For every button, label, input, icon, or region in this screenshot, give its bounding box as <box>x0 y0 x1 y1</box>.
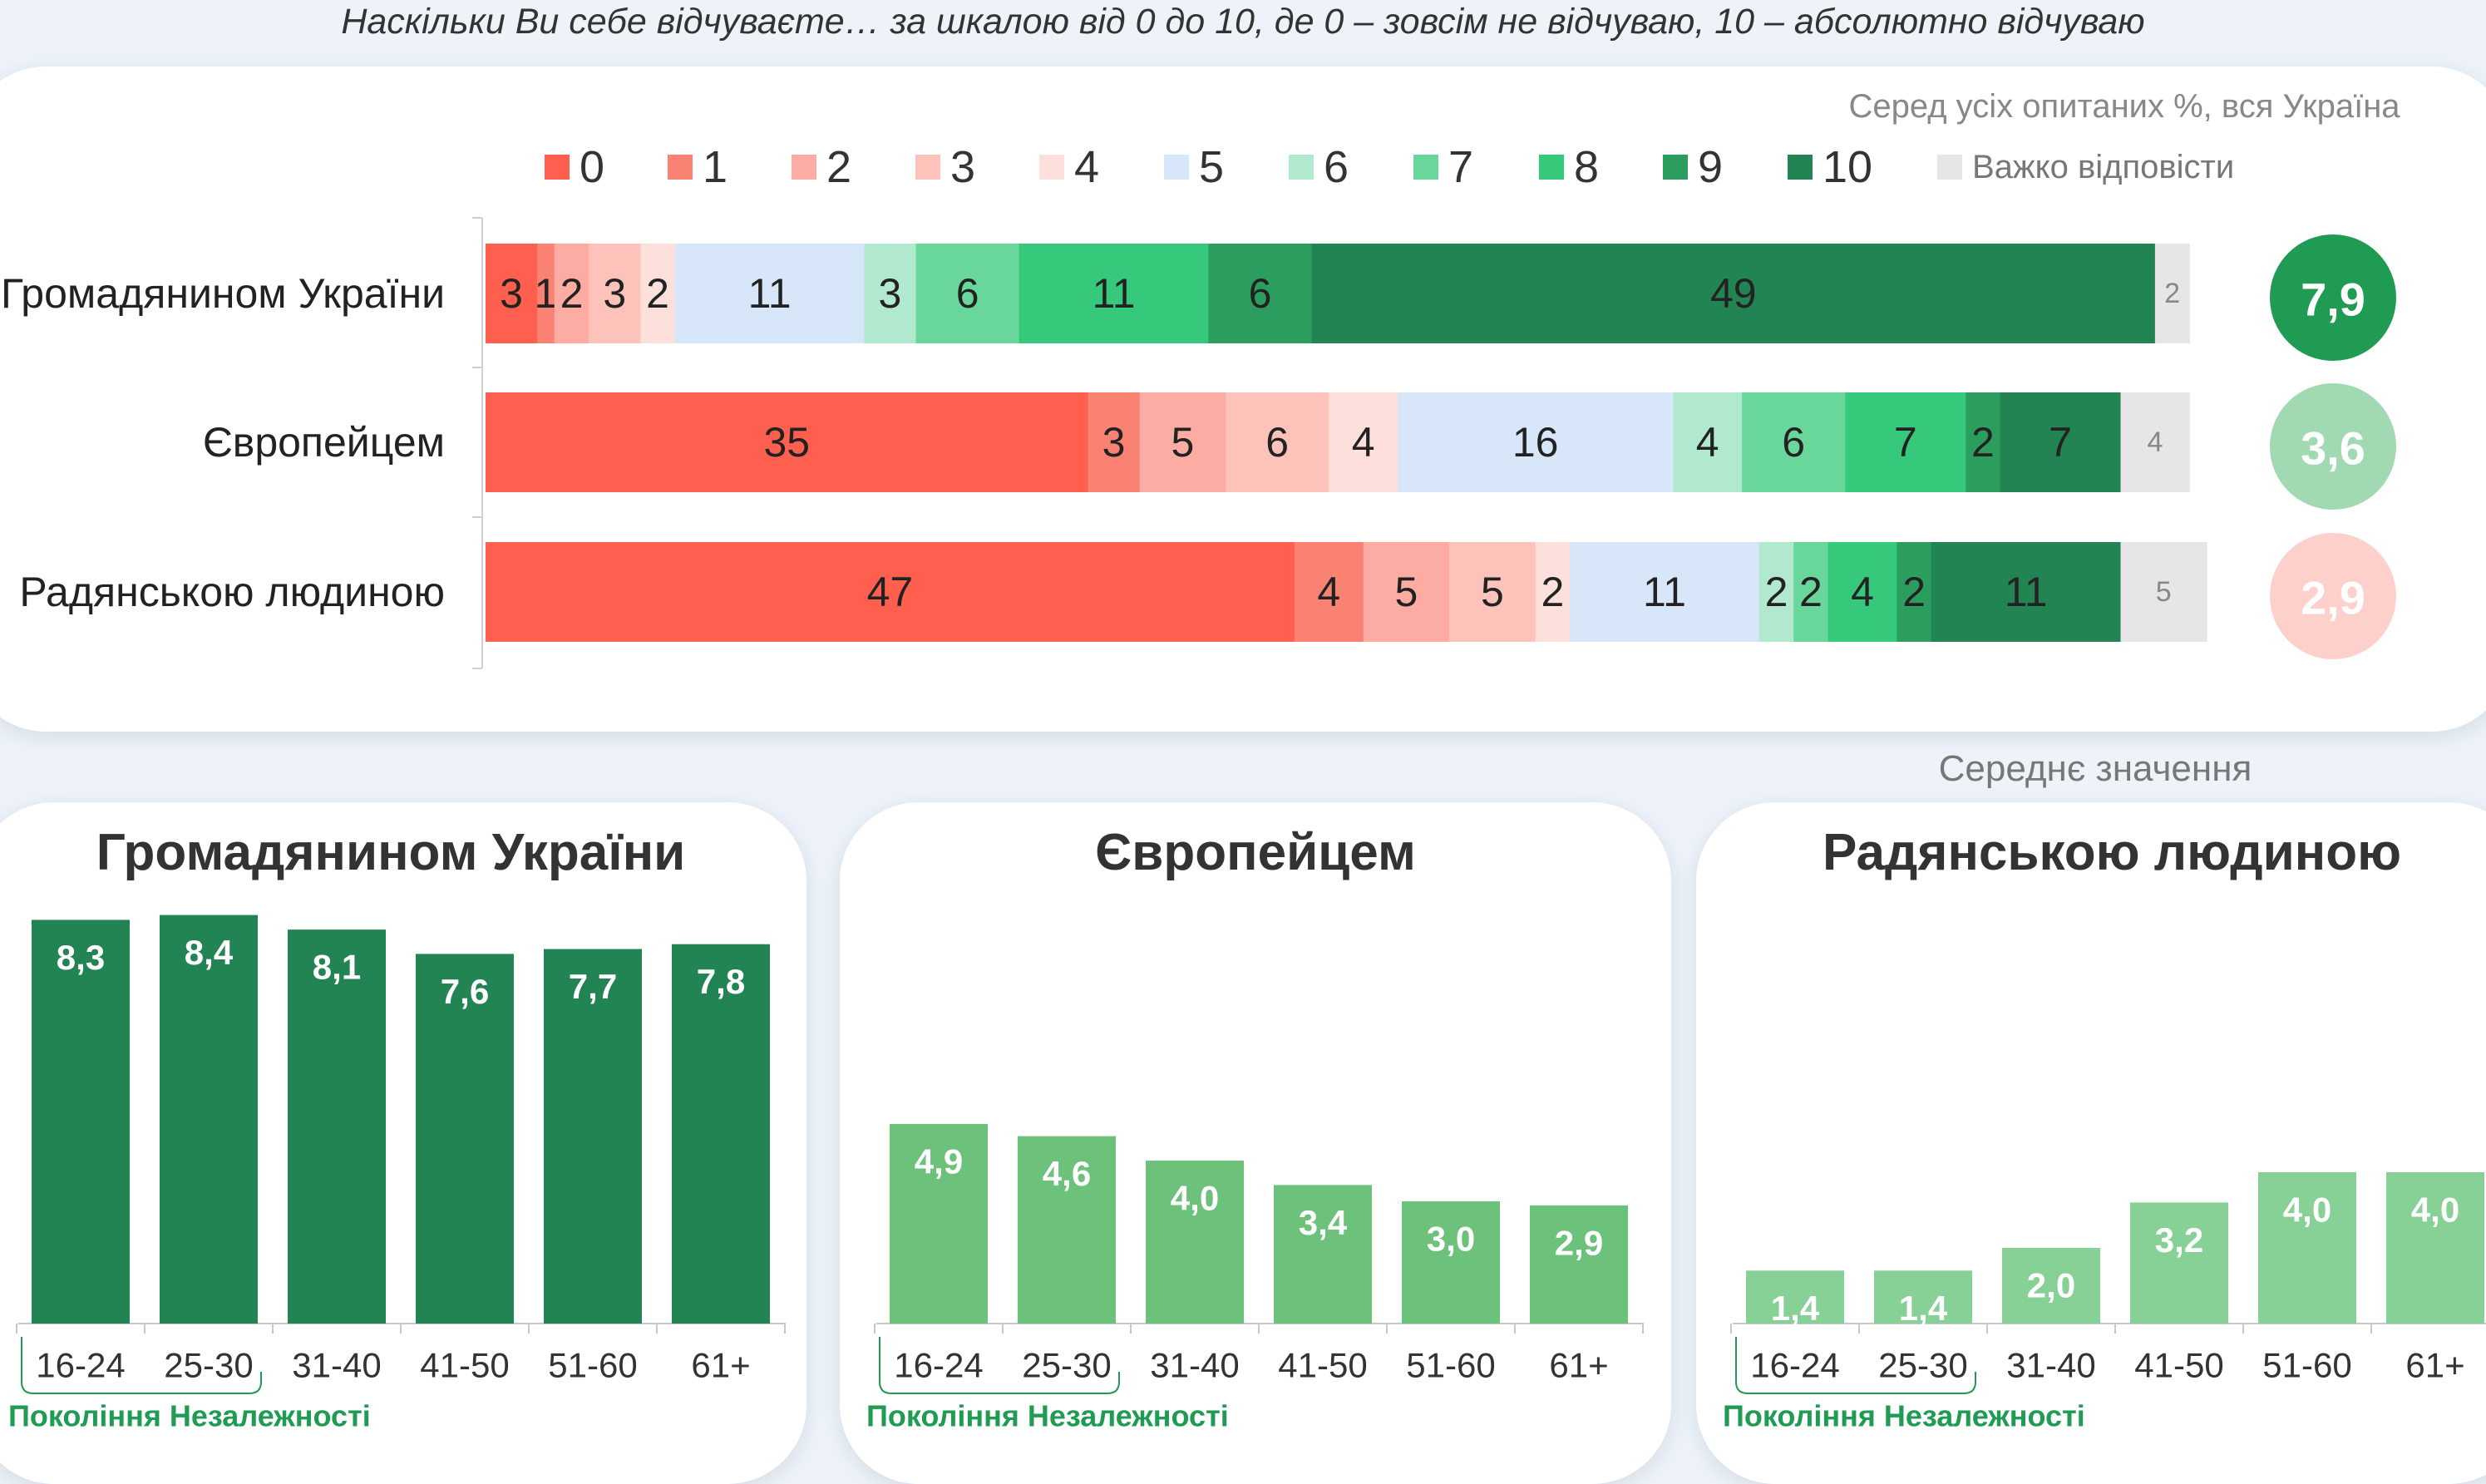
stacked-chart-panel <box>0 67 2486 732</box>
age-chart-title-european: Європейцем <box>1095 824 1416 881</box>
age-chart-panel-soviet <box>1696 802 2486 1484</box>
age-chart-panel-european <box>840 802 1671 1484</box>
mean-value-caption: Середнє значення <box>1938 748 2252 789</box>
age-chart-panel-ukraine <box>0 802 806 1484</box>
page-title: Наскільки Ви себе відчуваєте… за шкалою … <box>341 2 2145 42</box>
age-chart-title-ukraine: Громадянином України <box>96 824 686 881</box>
age-chart-title-soviet: Радянською людиною <box>1822 824 2402 881</box>
